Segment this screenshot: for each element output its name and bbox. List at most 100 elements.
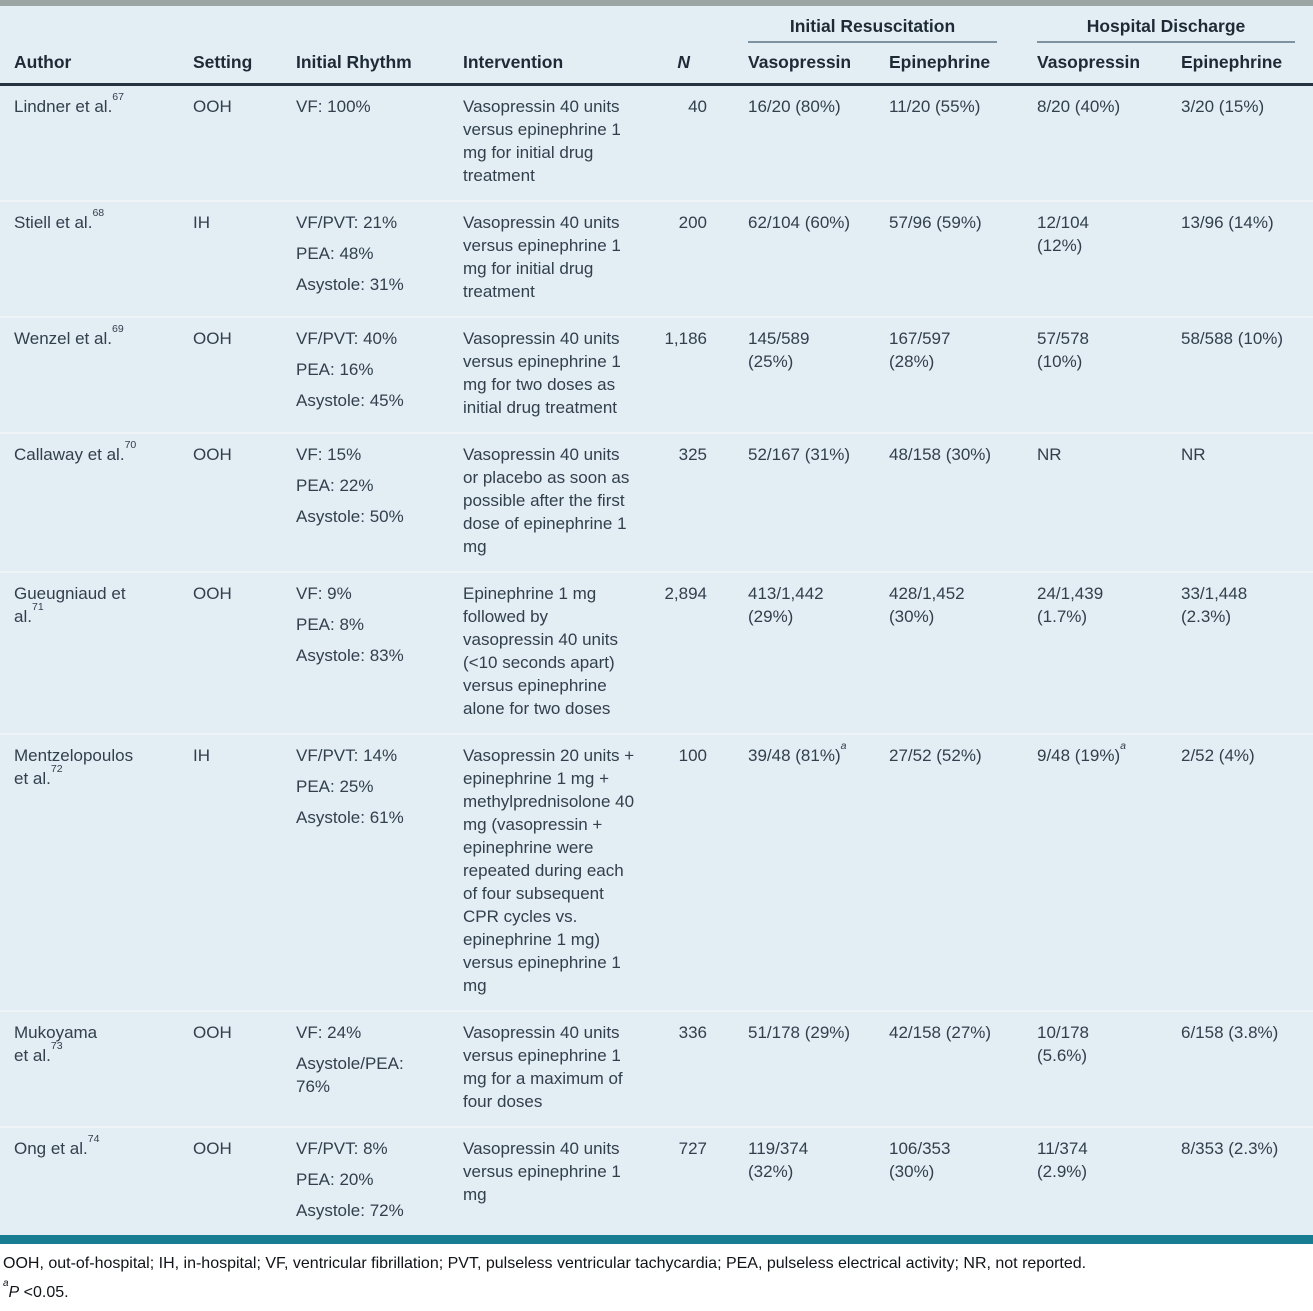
rhythm-item: Asystole/PEA: 76% <box>296 1054 404 1096</box>
n-cell: 200 <box>647 200 737 317</box>
setting-cell: OOH <box>192 571 295 734</box>
table-row: Wenzel et al.69 OOH VF/PVT: 40% PEA: 16% Asy… <box>0 316 1313 433</box>
table-row: Gueugniaud et al.71 OOH VF: 9% PEA: 8% Asysto… <box>0 571 1313 734</box>
initial-resuscitation-epinephrine-cell: 428/1,452 (30%) <box>885 571 1035 734</box>
initial-rhythm-cell: VF: 9% PEA: 8% Asystole: 83% <box>295 571 462 734</box>
initial-resuscitation-vasopressin-cell: 145/589 (25%) <box>737 316 885 433</box>
group-header-row: Initial Resuscitation Hospital Discharge <box>0 6 1313 43</box>
intervention-cell: Vasopressin 40 units versus epinephrine … <box>462 200 647 317</box>
hospital-discharge-epinephrine-cell: 8/353 (2.3%) <box>1180 1126 1313 1235</box>
hospital-discharge-vasopressin-cell: 8/20 (40%) <box>1037 97 1121 116</box>
group-header-hospital-discharge: Hospital Discharge <box>1035 6 1313 43</box>
initial-resuscitation-epinephrine-cell: 48/158 (30%) <box>885 432 1035 572</box>
setting-cell: IH <box>192 200 295 317</box>
rhythm-item: VF: 9% <box>296 584 352 603</box>
reference-superscript: 71 <box>31 601 44 614</box>
column-header-n: N <box>647 43 737 86</box>
column-header-hd-vasopressin: Vasopressin <box>1035 43 1180 86</box>
significance-p-symbol: P <box>8 1284 20 1301</box>
table-row: Lindner et al.67 OOH VF: 100% Vasopressin 4… <box>0 85 1313 202</box>
setting-cell: IH <box>192 733 295 1011</box>
setting-cell: OOH <box>192 1010 295 1127</box>
intervention-text: Vasopressin 40 units versus epinephrine … <box>463 97 621 185</box>
initial-resuscitation-vasopressin-cell: 413/1,442 (29%) <box>737 571 885 734</box>
initial-resuscitation-epinephrine-cell: 167/597 (28%) <box>885 316 1035 433</box>
rhythm-item: Asystole: 31% <box>296 275 404 294</box>
n-cell: 325 <box>647 432 737 572</box>
author-cell: Stiell et al.68 <box>0 200 192 317</box>
hospital-discharge-vasopressin-cell: 24/1,439 (1.7%) <box>1035 571 1180 734</box>
rhythm-item: VF/PVT: 40% <box>296 329 398 348</box>
author-cell: Mentzelopoulos et al.72 <box>0 733 192 1011</box>
rhythm-item: PEA: 25% <box>296 777 374 796</box>
column-header-initial-rhythm: Initial Rhythm <box>295 43 462 86</box>
hospital-discharge-vasopressin-cell: NR <box>1035 432 1180 572</box>
intervention-cell: Vasopressin 20 units + epinephrine 1 mg … <box>462 733 647 1011</box>
hospital-discharge-epinephrine-cell: NR <box>1180 432 1313 572</box>
intervention-text: Vasopressin 20 units + epinephrine 1 mg … <box>463 746 635 995</box>
group-header-spacer <box>0 6 737 43</box>
n-cell: 2,894 <box>647 571 737 734</box>
initial-rhythm-cell: VF/PVT: 40% PEA: 16% Asystole: 45% <box>295 316 462 433</box>
initial-resuscitation-vasopressin-cell: 16/20 (80%) <box>748 97 841 116</box>
column-header-row: Author Setting Initial Rhythm Interventi… <box>0 43 1313 86</box>
vasopressin-epinephrine-table: Initial Resuscitation Hospital Discharge… <box>0 6 1313 1235</box>
initial-resuscitation-vasopressin-cell: 62/104 (60%) <box>737 200 885 317</box>
table-row: Ong et al.74 OOH VF/PVT: 8% PEA: 20% Asystol… <box>0 1126 1313 1235</box>
reference-superscript: 68 <box>92 207 105 220</box>
n-cell: 100 <box>647 733 737 1011</box>
initial-resuscitation-epinephrine-cell: 11/20 (55%) <box>889 97 981 116</box>
intervention-text: Vasopressin 40 units versus epinephrine … <box>463 329 621 417</box>
intervention-cell: Vasopressin 40 units versus epinephrine … <box>462 1126 647 1235</box>
table-body: Lindner et al.67 OOH VF: 100% Vasopressin 4… <box>0 85 1313 1235</box>
rhythm-item: Asystole: 45% <box>296 391 404 410</box>
author-cell: Gueugniaud et al.71 <box>0 571 192 734</box>
initial-resuscitation-vasopressin-cell: 39/48 (81%)a <box>737 733 885 1011</box>
intervention-text: Vasopressin 40 units versus epinephrine … <box>463 213 621 301</box>
significance-marker: a <box>840 740 847 753</box>
hospital-discharge-epinephrine-cell: 13/96 (14%) <box>1180 200 1313 317</box>
table-top-rule <box>0 0 1313 6</box>
rhythm-item: Asystole: 83% <box>296 646 404 665</box>
group-header-initial-resuscitation: Initial Resuscitation <box>737 6 1035 43</box>
author-cell: Callaway et al.70 <box>0 432 192 572</box>
hospital-discharge-epinephrine-cell: 33/1,448 (2.3%) <box>1180 571 1313 734</box>
significance-marker: a <box>1120 740 1127 753</box>
hospital-discharge-vasopressin-cell: 9/48 (19%)a <box>1035 733 1180 1011</box>
column-header-ir-vasopressin: Vasopressin <box>737 43 885 86</box>
initial-resuscitation-epinephrine-cell: 27/52 (52%) <box>885 733 1035 1011</box>
rhythm-item: Asystole: 61% <box>296 808 404 827</box>
table-row: Stiell et al.68 IH VF/PVT: 21% PEA: 48% Asys… <box>0 200 1313 317</box>
column-header-setting: Setting <box>192 43 295 86</box>
table-row: Callaway et al.70 OOH VF: 15% PEA: 22% Asyst… <box>0 432 1313 572</box>
rhythm-item: PEA: 20% <box>296 1170 374 1189</box>
reference-superscript: 69 <box>111 323 124 336</box>
reference-superscript: 70 <box>124 439 137 452</box>
intervention-text: Epinephrine 1 mg followed by vasopressin… <box>463 584 618 718</box>
initial-resuscitation-vasopressin-cell: 52/167 (31%) <box>737 432 885 572</box>
footnotes: OOH, out-of-hospital; IH, in-hospital; V… <box>0 1244 1313 1311</box>
initial-rhythm-cell: VF/PVT: 21% PEA: 48% Asystole: 31% <box>295 200 462 317</box>
rhythm-item: VF: 15% <box>296 445 362 464</box>
n-cell: 727 <box>647 1126 737 1235</box>
rhythm-item: VF: 24% <box>296 1023 362 1042</box>
reference-superscript: 73 <box>50 1040 63 1053</box>
rhythm-item: VF/PVT: 14% <box>296 746 398 765</box>
setting-cell: OOH <box>192 1126 295 1235</box>
significance-note: aP <0.05. <box>3 1278 1310 1303</box>
hospital-discharge-epinephrine-cell: 3/20 (15%) <box>1181 97 1265 116</box>
author-cell: Lindner et al.67 <box>14 91 125 116</box>
hospital-discharge-vasopressin-cell: 57/578 (10%) <box>1035 316 1180 433</box>
intervention-text: Vasopressin 40 units versus epinephrine … <box>463 1023 623 1111</box>
author-cell: Wenzel et al.69 <box>0 316 192 433</box>
setting-cell: OOH <box>193 97 232 116</box>
intervention-text: Vasopressin 40 units versus epinephrine … <box>463 1139 621 1204</box>
author-cell: Mukoyama et al.73 <box>0 1010 192 1127</box>
rhythm-item: PEA: 16% <box>296 360 374 379</box>
significance-marker: a <box>3 1277 9 1289</box>
author-cell: Ong et al.74 <box>0 1126 192 1235</box>
column-header-hd-epinephrine: Epinephrine <box>1180 43 1313 86</box>
intervention-cell: Vasopressin 40 units or placebo as soon … <box>462 432 647 572</box>
rhythm-item: Asystole: 72% <box>296 1201 404 1220</box>
